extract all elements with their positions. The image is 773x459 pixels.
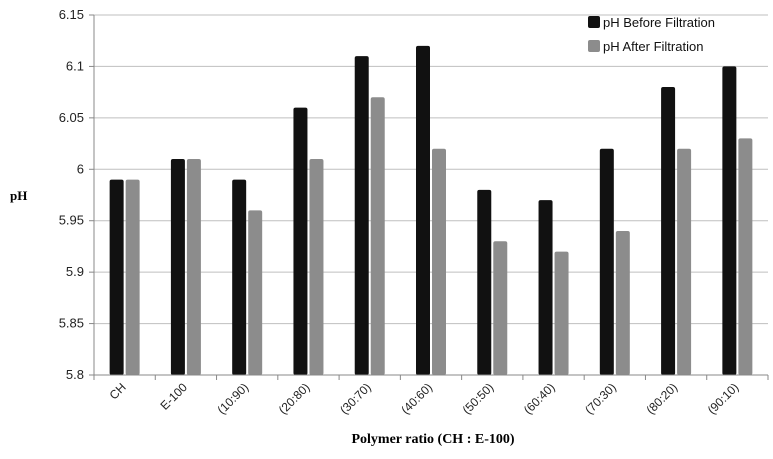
legend-label-after: pH After Filtration — [603, 39, 703, 54]
legend-label-before: pH Before Filtration — [603, 15, 715, 30]
y-tick-label: 5.95 — [59, 213, 84, 228]
bar-before-filtration — [661, 87, 676, 375]
y-tick-label: 6.15 — [59, 7, 84, 22]
bar-before-filtration — [232, 179, 247, 375]
bar-before-filtration — [477, 189, 492, 375]
y-tick-label: 5.8 — [66, 367, 84, 382]
bar-before-filtration — [293, 107, 308, 376]
gridlines — [89, 14, 768, 376]
bar-after-filtration — [370, 97, 385, 376]
bar-before-filtration — [538, 200, 553, 375]
x-tick-label: CH — [107, 380, 129, 402]
bar-before-filtration — [416, 45, 430, 375]
x-tick-label: (90:10) — [705, 380, 742, 417]
bars-group — [109, 45, 753, 376]
y-tick-label: 6 — [77, 161, 84, 176]
x-tick-label: (30:70) — [337, 380, 374, 417]
x-tick-label: (70:30) — [582, 380, 619, 417]
bar-before-filtration — [722, 66, 737, 375]
bar-before-filtration — [599, 148, 614, 375]
bar-after-filtration — [309, 159, 324, 375]
bar-before-filtration — [109, 179, 124, 375]
bar-after-filtration — [125, 179, 140, 375]
x-tick-label: (10:90) — [215, 380, 252, 417]
legend-swatch-after — [588, 40, 600, 52]
bar-after-filtration — [493, 241, 508, 375]
y-tick-label: 5.9 — [66, 264, 84, 279]
y-tick-label: 5.85 — [59, 316, 84, 331]
legend: pH Before Filtration pH After Filtration — [588, 15, 715, 54]
bar-before-filtration — [170, 159, 185, 375]
y-tick-labels: 5.8 5.85 5.9 5.95 6 6.05 6.1 6.15 — [59, 7, 84, 382]
x-tick-label: (40:60) — [398, 380, 435, 417]
y-tick-label: 6.1 — [66, 58, 84, 73]
x-axis-label: Polymer ratio (CH : E-100) — [351, 432, 514, 447]
bar-after-filtration — [432, 148, 446, 375]
x-tick-label: (80:20) — [643, 380, 680, 417]
bar-after-filtration — [248, 210, 263, 375]
bar-after-filtration — [615, 231, 630, 375]
y-axis-label: pH — [10, 188, 27, 203]
bar-before-filtration — [354, 56, 369, 376]
x-tick-label: (20:80) — [276, 380, 313, 417]
y-tick-label: 6.05 — [59, 110, 84, 125]
bar-after-filtration — [186, 159, 201, 375]
bar-after-filtration — [554, 251, 569, 375]
legend-swatch-before — [588, 16, 600, 28]
axes — [93, 15, 768, 376]
x-tick-label: (50:50) — [460, 380, 497, 417]
bar-after-filtration — [677, 148, 692, 375]
bar-after-filtration — [738, 138, 753, 375]
x-tick-label: E-100 — [157, 380, 190, 413]
x-tick-labels: CH E-100 (10:90) (20:80) (30:70) (40:60) (50:5… — [93, 375, 769, 417]
x-tick-label: (60:40) — [521, 380, 558, 417]
